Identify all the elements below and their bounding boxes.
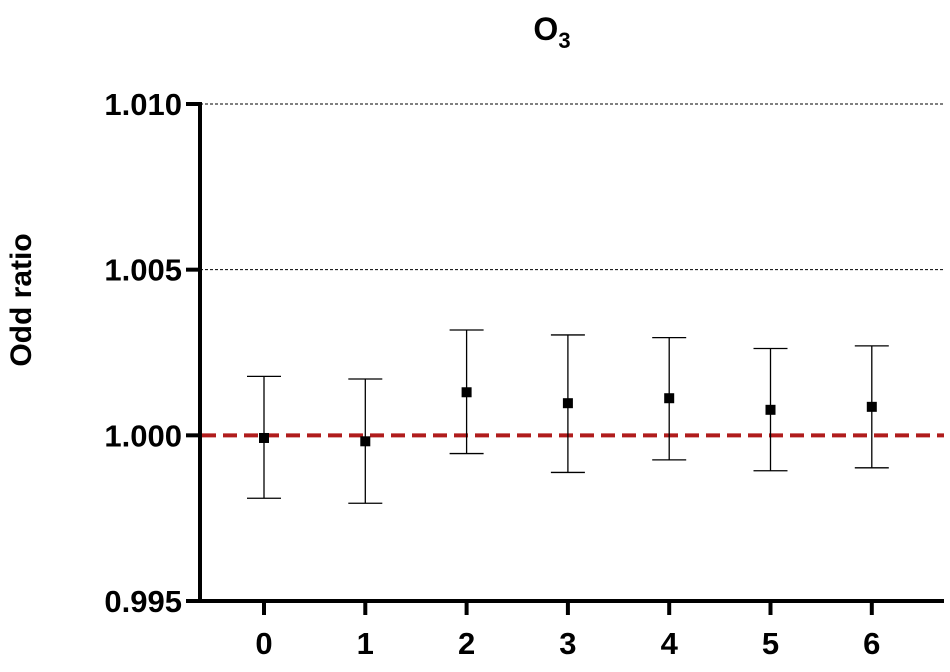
data-point-6 [866,401,877,412]
y-axis-label: Odd ratio [5,233,38,366]
data-point-2 [461,387,472,398]
data-point-4 [664,393,675,404]
x-tick-label-1: 1 [357,626,374,661]
data-points [247,329,889,504]
gridlines [200,103,944,271]
x-ticks: 0 1 2 3 4 5 6 [255,601,880,661]
x-tick-label-2: 2 [458,626,475,661]
axes [198,102,944,603]
x-tick-label-0: 0 [255,626,272,661]
y-ticks: 0.995 1.000 1.005 1.010 [104,87,200,619]
chart-title-main: O [533,11,558,47]
x-tick-label-4: 4 [661,626,679,661]
data-point-1 [360,436,371,447]
y-tick-label-3: 1.010 [104,87,182,122]
y-tick-label-1: 1.000 [104,418,182,453]
chart-title-subscript: 3 [558,28,570,53]
data-point-3 [562,398,573,409]
chart-title: O3 [533,11,570,53]
x-tick-label-5: 5 [762,626,779,661]
x-tick-label-3: 3 [559,626,576,661]
y-tick-label-0: 0.995 [104,584,182,619]
x-tick-label-6: 6 [863,626,880,661]
data-point-5 [765,404,776,415]
data-point-0 [259,432,269,443]
y-tick-label-2: 1.005 [104,253,182,288]
